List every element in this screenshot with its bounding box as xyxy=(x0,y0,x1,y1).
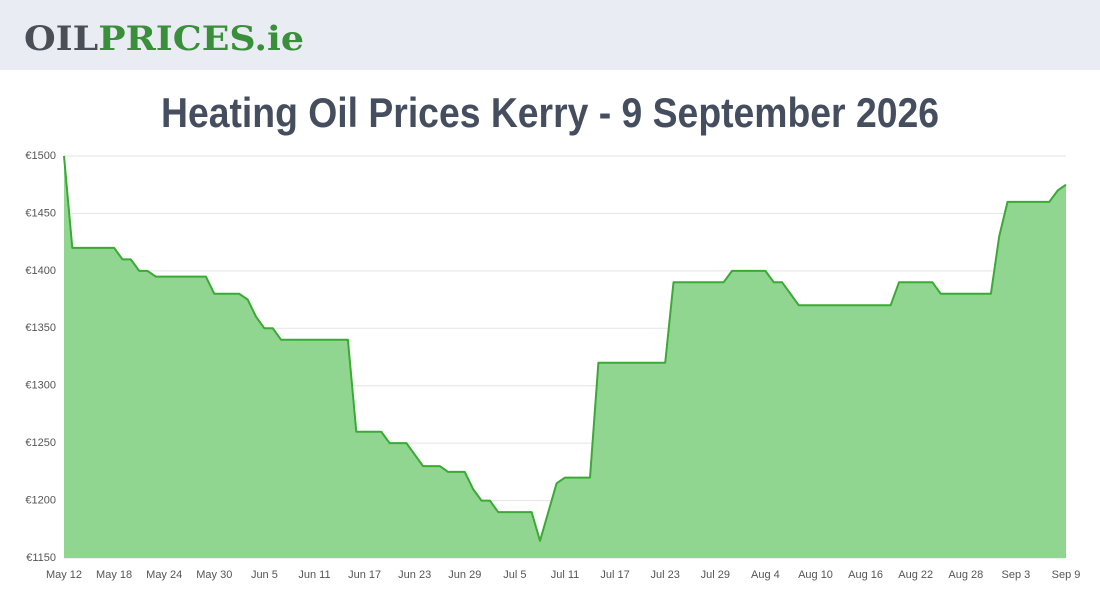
x-tick-label: Jul 11 xyxy=(551,569,580,581)
x-tick-label: May 24 xyxy=(146,569,182,581)
x-tick-label: Jun 5 xyxy=(251,569,278,581)
x-tick-label: Jun 17 xyxy=(348,569,381,581)
chart-title: Heating Oil Prices Kerry - 9 September 2… xyxy=(161,89,939,136)
y-tick-label: €1150 xyxy=(26,552,56,564)
x-tick-label: Jun 29 xyxy=(448,569,481,581)
x-tick-label: Jul 17 xyxy=(600,569,629,581)
area-fill xyxy=(64,156,1066,558)
x-tick-label: Aug 4 xyxy=(751,569,780,581)
y-tick-label: €1250 xyxy=(25,437,56,449)
x-tick-label: Aug 10 xyxy=(798,569,833,581)
logo-dark: OIL xyxy=(24,19,98,59)
y-tick-label: €1200 xyxy=(25,494,56,506)
y-tick-label: €1450 xyxy=(25,207,56,219)
x-tick-label: Jun 11 xyxy=(298,569,330,581)
price-line xyxy=(63,155,1067,542)
x-tick-label: May 12 xyxy=(46,569,82,581)
x-tick-label: Jul 5 xyxy=(503,569,526,581)
logo-green: PRICES.ie xyxy=(98,19,304,59)
x-tick-label: Jul 29 xyxy=(701,569,730,581)
x-tick-label: Aug 22 xyxy=(898,569,933,581)
x-tick-label: Jun 23 xyxy=(398,569,431,581)
y-tick-label: €1400 xyxy=(25,265,56,277)
x-tick-label: Jul 23 xyxy=(651,569,680,581)
x-tick-label: Aug 16 xyxy=(848,569,883,581)
header-bar xyxy=(0,0,1100,70)
x-tick-label: May 18 xyxy=(96,569,132,581)
x-tick-label: Sep 3 xyxy=(1002,569,1031,581)
x-tick-label: Sep 9 xyxy=(1052,569,1081,581)
y-tick-label: €1500 xyxy=(25,150,56,162)
y-tick-label: €1350 xyxy=(25,322,56,334)
y-tick-label: €1300 xyxy=(25,380,56,392)
x-tick-label: May 30 xyxy=(196,569,232,581)
logo[interactable]: OIL PRICES.ie xyxy=(24,19,304,59)
x-tick-label: Aug 28 xyxy=(948,569,983,581)
